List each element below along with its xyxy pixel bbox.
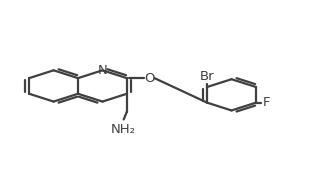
- Text: O: O: [144, 72, 155, 85]
- Text: F: F: [263, 96, 270, 109]
- Text: Br: Br: [200, 70, 214, 83]
- Text: N: N: [98, 64, 107, 77]
- Text: NH₂: NH₂: [111, 123, 136, 136]
